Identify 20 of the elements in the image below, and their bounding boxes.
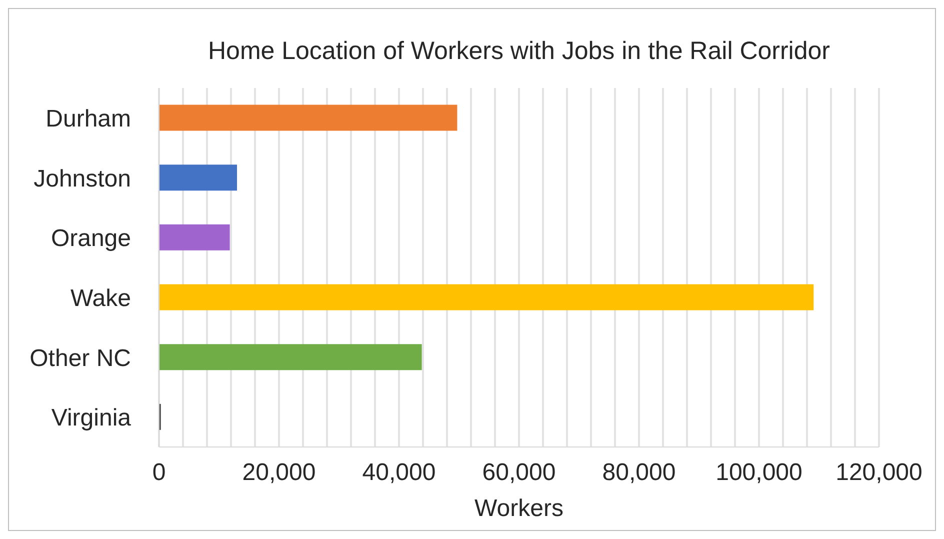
y-tick-label: Johnston bbox=[34, 165, 131, 192]
y-tick-label: Virginia bbox=[51, 404, 132, 432]
x-tick-label: 0 bbox=[152, 459, 166, 486]
y-tick-label: Orange bbox=[50, 225, 131, 252]
chart-title: Home Location of Workers with Jobs in the Rail Corridor bbox=[206, 37, 831, 66]
y-tick-label: Other NC bbox=[30, 344, 131, 372]
x-tick-label: 60,000 bbox=[482, 459, 556, 486]
y-tick-label: Durham bbox=[46, 105, 131, 132]
bar bbox=[159, 344, 422, 370]
bar bbox=[159, 104, 458, 131]
x-tick-label: 120,000 bbox=[836, 459, 922, 486]
x-tick-label: 40,000 bbox=[362, 459, 436, 486]
bar bbox=[159, 284, 814, 310]
x-tick-label: 20,000 bbox=[242, 459, 316, 486]
x-axis-title: Workers bbox=[474, 495, 564, 522]
x-tick-label: 100,000 bbox=[716, 459, 802, 486]
bar bbox=[159, 224, 230, 250]
y-tick-label: Wake bbox=[70, 284, 131, 312]
bar bbox=[159, 164, 237, 191]
x-tick-label: 80,000 bbox=[602, 459, 676, 486]
